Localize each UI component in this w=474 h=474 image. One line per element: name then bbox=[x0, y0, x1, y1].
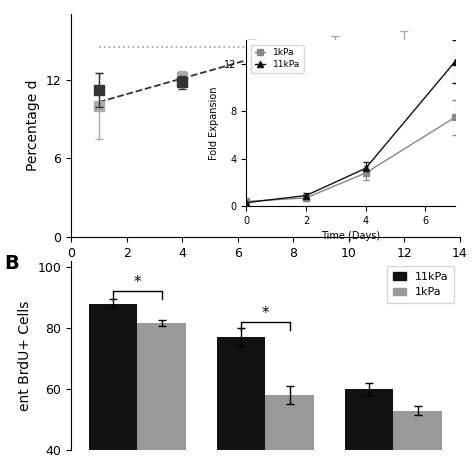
Y-axis label: ent BrdU+ Cells: ent BrdU+ Cells bbox=[18, 301, 32, 410]
Bar bbox=[89, 303, 137, 474]
Bar bbox=[137, 323, 186, 474]
Text: *: * bbox=[134, 275, 141, 290]
Bar bbox=[345, 389, 393, 474]
Y-axis label: Percentage d: Percentage d bbox=[26, 80, 40, 172]
Text: B: B bbox=[5, 254, 19, 273]
Legend: 1kPa, 11kPa: 1kPa, 11kPa bbox=[251, 45, 303, 73]
Text: *: * bbox=[262, 306, 269, 320]
Y-axis label: Fold Expansion: Fold Expansion bbox=[209, 86, 219, 160]
Bar bbox=[265, 395, 314, 474]
Bar bbox=[217, 337, 265, 474]
X-axis label: Elasticity (kPa): Elasticity (kPa) bbox=[195, 265, 336, 283]
X-axis label: Time (Days): Time (Days) bbox=[321, 231, 380, 241]
Legend: 11kPa, 1kPa: 11kPa, 1kPa bbox=[387, 266, 454, 303]
Bar bbox=[393, 410, 442, 474]
